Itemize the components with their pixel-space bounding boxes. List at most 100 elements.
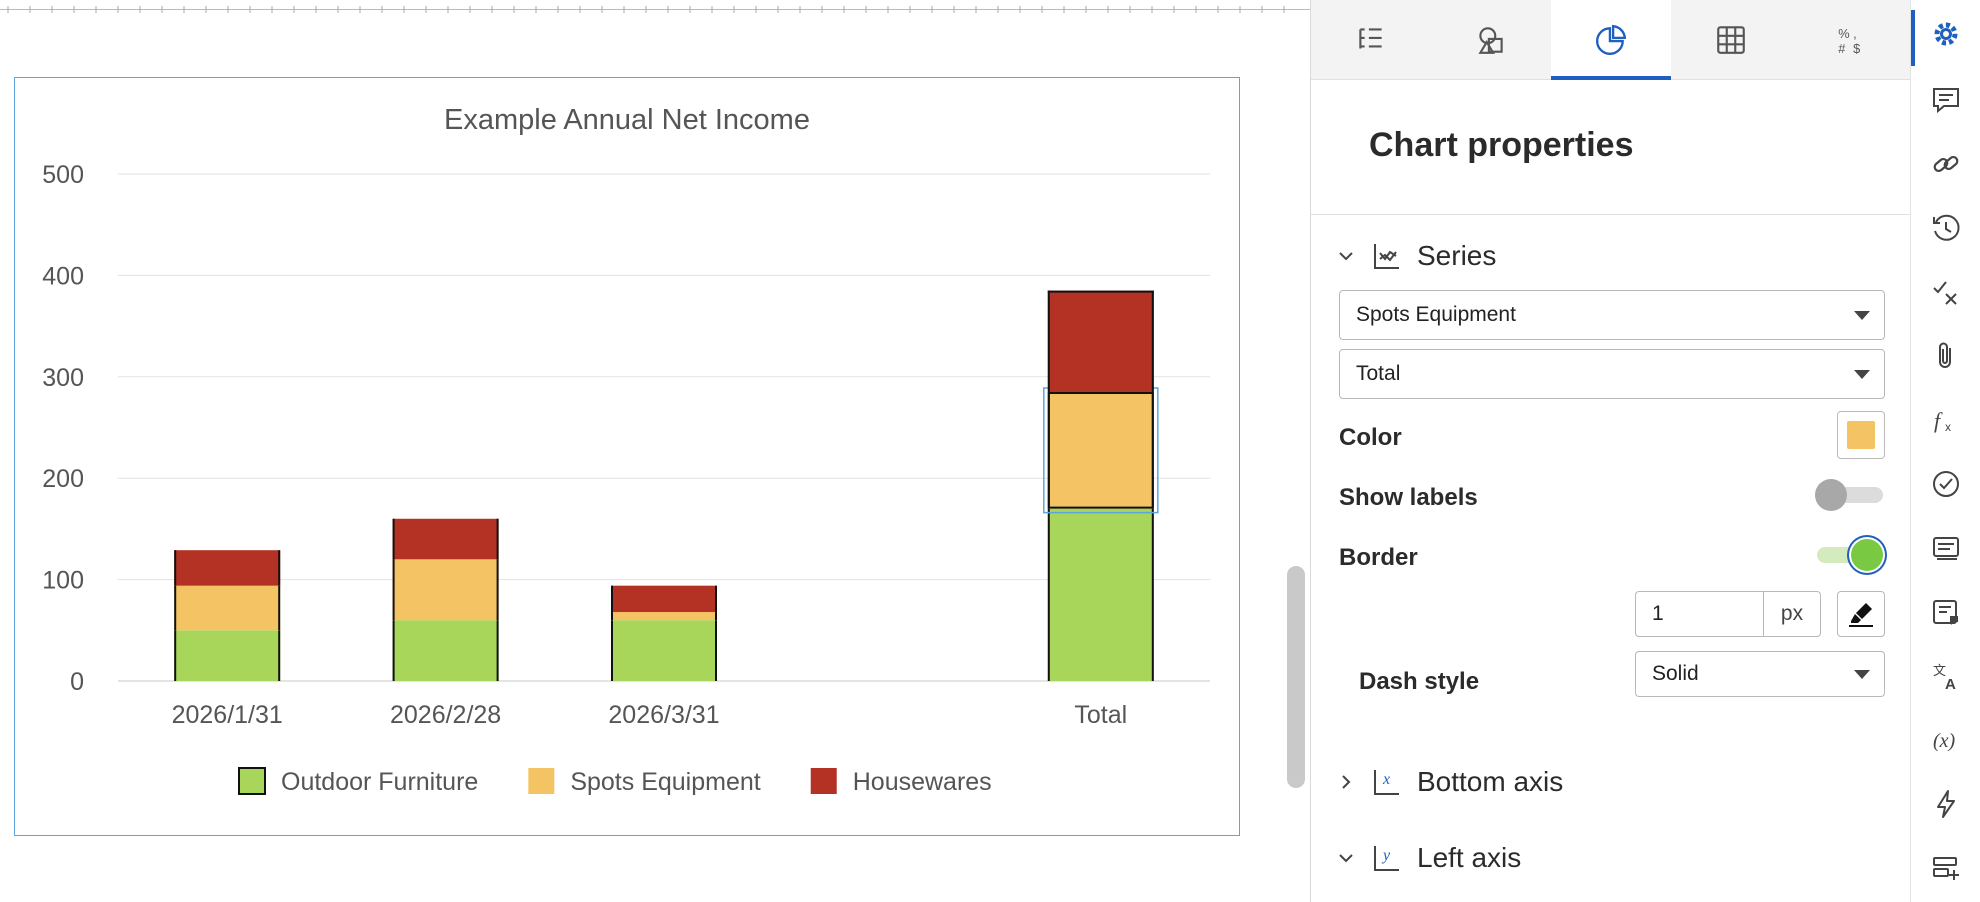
color-swatch (1847, 421, 1875, 449)
chevron-down-icon (1335, 847, 1357, 869)
chart-properties-panel: %, # $ Chart properties Series Spots Equi… (1310, 0, 1911, 902)
list-tree-icon (1359, 28, 1382, 49)
rail-links[interactable] (1911, 136, 1980, 192)
ruler (0, 0, 1310, 13)
data-point-select[interactable]: Total (1339, 349, 1885, 399)
dash-style-value: Solid (1652, 662, 1699, 685)
legend-swatch (238, 767, 266, 795)
link-icon (1933, 155, 1959, 173)
show-labels-label: Show labels (1339, 484, 1478, 511)
bar-segment[interactable] (174, 585, 281, 631)
bar-segment[interactable] (611, 620, 717, 681)
rail-attachments[interactable] (1911, 328, 1980, 384)
rail-notes[interactable] (1911, 584, 1980, 640)
rail-comments[interactable] (1911, 72, 1980, 128)
chevron-down-icon (1854, 370, 1870, 379)
y-axis-icon: y (1374, 846, 1399, 871)
bar-segment[interactable] (1047, 392, 1154, 509)
svg-text:x: x (1945, 420, 1951, 434)
x-tick-label: 2026/1/31 (172, 701, 283, 729)
selected-segment-border (1047, 392, 1154, 509)
vertical-scrollbar-thumb[interactable] (1287, 566, 1305, 788)
svg-text:文: 文 (1933, 664, 1946, 679)
rail-automation[interactable] (1911, 776, 1980, 832)
variable-icon: (x) (1933, 730, 1956, 752)
bottom-axis-section-header[interactable]: x Bottom axis (1335, 762, 1563, 802)
tab-number-format[interactable]: %, # $ (1791, 0, 1911, 80)
border-label: Border (1339, 544, 1418, 571)
bar-segment[interactable] (1047, 290, 1154, 393)
x-tick-label: 2026/3/31 (608, 701, 719, 729)
svg-text:%: % (1838, 26, 1849, 41)
rail-validation[interactable] (1911, 456, 1980, 512)
history-icon (1933, 214, 1960, 241)
panel-divider (1311, 214, 1911, 215)
rail-variables[interactable]: (x) (1911, 712, 1980, 768)
add-row-icon (1933, 857, 1959, 880)
y-tick-label: 400 (42, 262, 84, 290)
border-width-field[interactable]: 1 px (1635, 591, 1821, 637)
bar-segment[interactable] (392, 620, 499, 681)
svg-text:(x): (x) (1933, 730, 1956, 752)
border-toggle[interactable] (1815, 537, 1885, 571)
legend-label[interactable]: Housewares (853, 768, 992, 796)
x-axis-icon: x (1374, 770, 1399, 795)
tab-chart[interactable] (1551, 0, 1671, 80)
rail-cards[interactable] (1911, 520, 1980, 576)
bar-segment[interactable] (392, 518, 499, 560)
border-color-button[interactable] (1837, 591, 1885, 637)
check-circle-icon (1933, 471, 1959, 497)
dash-style-select[interactable]: Solid (1635, 651, 1885, 697)
svg-text:$: $ (1853, 41, 1860, 56)
svg-text:y: y (1381, 847, 1391, 864)
canvas-area: Example Annual Net Income 0 100 200 300 400 5… (0, 0, 1310, 836)
chevron-down-icon (1854, 311, 1870, 320)
left-axis-section-header[interactable]: y Left axis (1335, 838, 1521, 878)
series-select-value: Spots Equipment (1356, 303, 1516, 326)
color-picker-button[interactable] (1837, 411, 1885, 459)
ruler-ticks (7, 6, 1285, 13)
rail-review[interactable] (1911, 264, 1980, 320)
legend-label[interactable]: Spots Equipment (570, 768, 760, 796)
legend-swatch (528, 768, 555, 794)
gear-icon (1934, 22, 1958, 46)
brush-icon (1849, 603, 1873, 627)
bar-segment[interactable] (392, 559, 499, 621)
chart-frame[interactable]: Example Annual Net Income 0 100 200 300 400 5… (14, 77, 1240, 836)
series-section-header[interactable]: Series (1335, 236, 1496, 276)
border-width-unit: px (1780, 602, 1804, 625)
bar-segment[interactable] (1047, 508, 1154, 681)
bar-segment[interactable] (611, 585, 717, 613)
rail-settings[interactable] (1911, 6, 1980, 66)
left-axis-label: Left axis (1417, 842, 1522, 873)
bottom-axis-label: Bottom axis (1417, 766, 1564, 797)
y-tick-label: 200 (42, 465, 84, 493)
chart[interactable]: Example Annual Net Income 0 100 200 300 400 5… (15, 78, 1241, 837)
series-select[interactable]: Spots Equipment (1339, 290, 1885, 340)
color-label: Color (1339, 424, 1402, 451)
rail-add-row[interactable] (1911, 840, 1980, 896)
border-width-input[interactable]: 1 (1636, 592, 1764, 636)
rail-history[interactable] (1911, 200, 1980, 256)
tab-structure[interactable] (1311, 0, 1431, 80)
chart-title: Example Annual Net Income (444, 104, 810, 136)
chevron-down-icon (1854, 670, 1870, 679)
bar-segment[interactable] (174, 630, 281, 681)
table-grid-icon (1717, 26, 1745, 54)
data-point-select-value: Total (1356, 362, 1401, 385)
bar-segment[interactable] (174, 550, 281, 586)
legend-label[interactable]: Outdoor Furniture (281, 768, 478, 796)
show-labels-toggle[interactable] (1815, 477, 1885, 511)
svg-text:f: f (1934, 408, 1943, 433)
panel-tabs: %, # $ (1311, 0, 1911, 80)
y-tick-label: 0 (70, 668, 84, 696)
tab-table[interactable] (1671, 0, 1791, 80)
tab-shapes[interactable] (1431, 0, 1551, 80)
lightning-icon (1937, 790, 1955, 818)
svg-text:A: A (1945, 676, 1956, 692)
bar-segment[interactable] (611, 612, 717, 621)
pie-chart-icon (1596, 24, 1627, 55)
